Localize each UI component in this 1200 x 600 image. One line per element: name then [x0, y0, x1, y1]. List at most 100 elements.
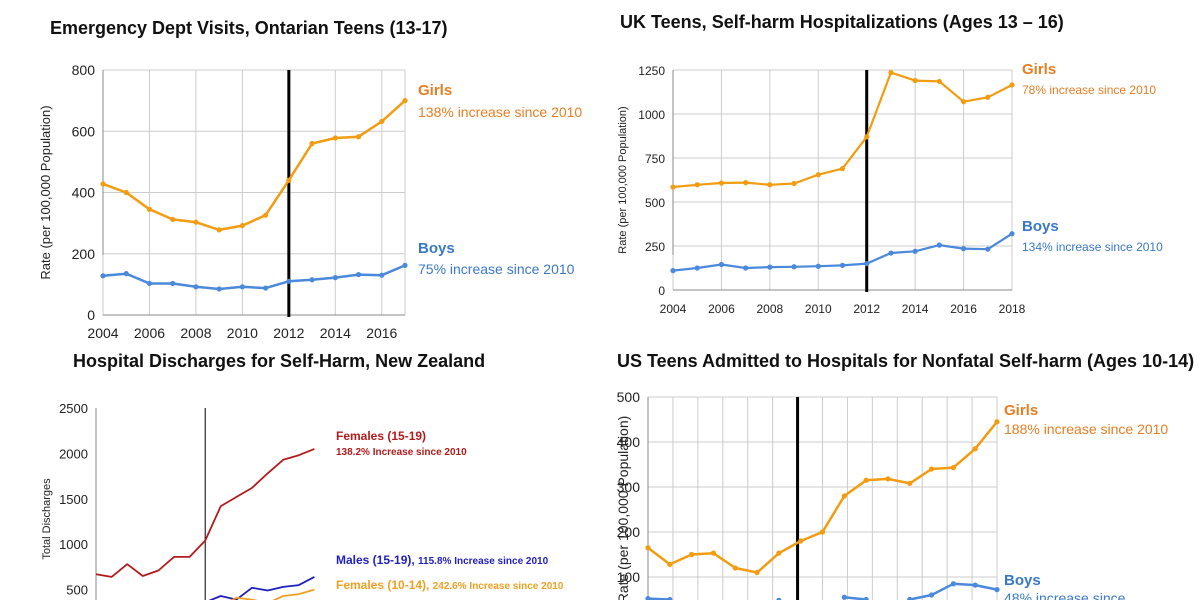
x-tick-label: 2012 — [273, 325, 304, 341]
data-point — [839, 262, 846, 268]
data-point — [907, 596, 913, 600]
data-point — [216, 227, 222, 233]
y-axis-label: Rate (per 100,000 Population) — [617, 106, 629, 253]
data-point — [863, 596, 869, 600]
data-point — [863, 477, 869, 483]
series-line-b — [208, 576, 315, 600]
x-tick-label: 2006 — [134, 325, 165, 341]
chart-ontario-plot: 0 200 400 600 800 2004 2006 2008 2010 2012 2014 201… — [38, 62, 582, 341]
series-note: 188% increase since 2010 — [1004, 421, 1168, 437]
data-point — [912, 77, 918, 84]
series-name: Females (10-14), — [336, 578, 433, 592]
y-tick-label: 2500 — [59, 401, 88, 416]
y-tick-label: 1250 — [638, 64, 665, 78]
data-point — [815, 172, 821, 178]
data-point — [694, 265, 700, 271]
data-point — [402, 98, 408, 104]
series-name: Boys — [418, 240, 455, 257]
data-point — [994, 419, 1000, 425]
y-tick-label: 800 — [72, 62, 96, 78]
chart-title: Emergency Dept Visits, Ontarian Teens (1… — [50, 18, 448, 38]
series-note: 78% increase since 2010 — [1022, 83, 1156, 97]
chart-new-zealand-plot: 500 1000 1500 2000 2500 Total Discharges Femal… — [41, 401, 564, 600]
data-point — [355, 134, 362, 140]
x-tick-label: 2014 — [902, 302, 929, 316]
y-tick-label: 300 — [617, 479, 641, 495]
data-point — [754, 569, 760, 576]
data-point — [936, 242, 942, 248]
data-point — [985, 94, 991, 100]
chart-title: Hospital Discharges for Self-Harm, New Z… — [73, 351, 486, 371]
data-point — [767, 264, 773, 270]
data-point — [355, 271, 362, 278]
chart-us: US Teens Admitted to Hospitals for Nonfa… — [600, 345, 1200, 600]
x-tick-label: 2010 — [227, 325, 258, 341]
data-point — [667, 561, 673, 567]
data-point — [936, 78, 942, 85]
x-tick-label: 2010 — [805, 302, 832, 316]
data-point — [732, 565, 738, 571]
data-point — [928, 466, 935, 472]
data-point — [972, 446, 978, 452]
series-note: 48% increase since — [1004, 590, 1126, 600]
data-point — [645, 545, 651, 551]
data-point — [819, 529, 826, 535]
data-point — [839, 165, 846, 172]
data-point — [885, 476, 891, 482]
x-tick-label: 2016 — [950, 302, 977, 316]
y-axis-label: Total Discharges — [41, 478, 53, 560]
data-point — [888, 250, 894, 256]
data-point — [864, 134, 870, 140]
series-note: 75% increase since 2010 — [418, 261, 575, 277]
data-point — [100, 181, 106, 187]
x-tick-label: 2012 — [853, 302, 880, 316]
series-note: 134% increase since 2010 — [1022, 240, 1163, 254]
chart-us-plot: 100 200 300 400 500 Rate (per 100,000 Populat… — [615, 389, 1168, 600]
y-tick-label: 400 — [617, 434, 641, 450]
chart-new-zealand: Hospital Discharges for Self-Harm, New Z… — [0, 345, 600, 600]
data-point — [379, 118, 385, 125]
series-name: Girls — [418, 82, 452, 99]
data-point — [379, 272, 385, 278]
series-label: Males (15-19), 115.8% Increase since 201… — [336, 553, 549, 567]
series-name: Females (15-19) — [336, 429, 426, 443]
chart-ontario: Emergency Dept Visits, Ontarian Teens (1… — [0, 0, 600, 345]
data-point — [864, 261, 870, 267]
series-line-b — [102, 264, 406, 291]
data-point — [928, 592, 935, 598]
data-point — [286, 177, 292, 183]
x-tick-label: 2014 — [320, 325, 351, 341]
data-point — [193, 219, 199, 225]
data-point — [907, 480, 913, 486]
y-axis-label: Rate (per 100,000 Population) — [38, 105, 53, 279]
data-point — [216, 286, 222, 292]
data-point — [815, 263, 821, 269]
data-point — [960, 99, 967, 105]
y-tick-label: 200 — [617, 524, 641, 540]
data-point — [694, 182, 700, 188]
x-tick-label: 2018 — [999, 302, 1026, 316]
y-tick-label: 1000 — [638, 108, 665, 122]
data-point — [286, 278, 292, 284]
data-point — [100, 273, 106, 279]
series-line-a — [102, 99, 406, 232]
data-point — [1009, 231, 1015, 237]
data-point — [402, 262, 408, 268]
data-point — [841, 493, 847, 499]
y-tick-label: 400 — [72, 185, 96, 201]
series-note: 242.6% Increase since 2010 — [433, 581, 564, 592]
x-tick-label: 2016 — [366, 325, 397, 341]
y-tick-label: 100 — [617, 569, 641, 585]
series-line-a — [95, 448, 315, 578]
series-label: Females (10-14), 242.6% Increase since 2… — [336, 578, 564, 592]
data-point — [950, 465, 956, 471]
series-note: 138% increase since 2010 — [418, 104, 582, 120]
y-tick-label: 1500 — [59, 492, 88, 507]
data-point — [767, 182, 773, 188]
data-point — [776, 550, 782, 556]
y-tick-label: 600 — [72, 123, 96, 139]
x-tick-label: 2008 — [757, 302, 784, 316]
data-point — [960, 246, 967, 252]
y-tick-label: 0 — [658, 284, 665, 298]
y-tick-label: 750 — [645, 152, 665, 166]
